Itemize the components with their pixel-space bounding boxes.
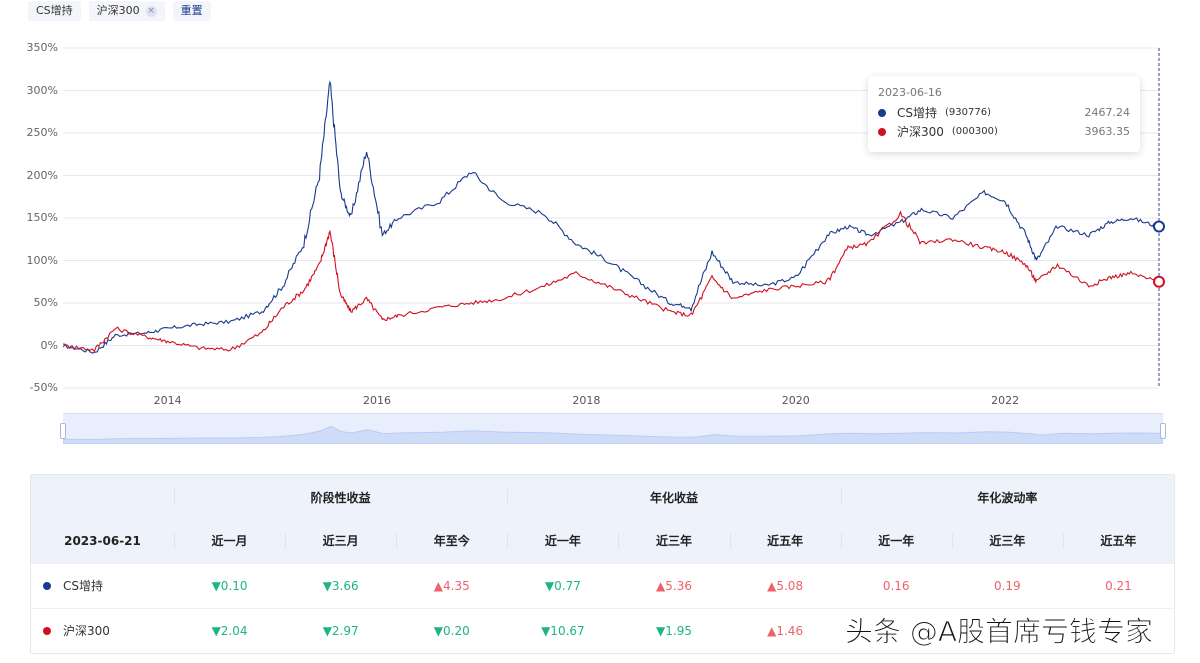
- x-tick-label: 2022: [991, 394, 1020, 407]
- value-cell: [1062, 607, 1174, 653]
- y-tick-label: 100%: [26, 253, 58, 267]
- series-line-0[interactable]: [62, 80, 1159, 354]
- header-date: 2023-06-21: [31, 519, 174, 563]
- value-cell: ▼0.10: [174, 562, 286, 608]
- y-tick-label: -50%: [29, 381, 58, 394]
- row-name: CS增持: [63, 579, 103, 593]
- table-row: 沪深300 ▼2.04 ▼2.97 ▼0.20 ▼10.67 ▼1.95 ▲1.…: [31, 607, 1174, 653]
- value-cell: ▼0.20: [396, 607, 508, 653]
- reset-button[interactable]: 重置: [172, 1, 211, 21]
- x-tick-label: 2018: [572, 394, 601, 407]
- chip-label: CS增持: [36, 4, 73, 17]
- y-tick-label: 50%: [33, 296, 58, 309]
- col-header: 近三年: [951, 519, 1063, 563]
- navigator-preview: [63, 425, 1163, 444]
- close-icon[interactable]: ×: [145, 5, 157, 17]
- series-dot-icon: [43, 581, 51, 590]
- col-header: 年至今: [396, 519, 508, 563]
- group-stage-return: 阶段性收益: [174, 475, 508, 519]
- tooltip-row-hs300: 沪深300 (000300) 3963.35: [878, 122, 1130, 141]
- table-group-header: 阶段性收益 年化收益 年化波动率: [31, 475, 1174, 519]
- x-tick-label: 2020: [781, 394, 810, 407]
- range-navigator[interactable]: [60, 413, 1166, 444]
- hover-marker-icon: [1153, 220, 1165, 233]
- tooltip-series-code: (930776): [945, 107, 991, 118]
- value-cell: ▼3.66: [285, 562, 397, 608]
- y-tick-label: 0%: [40, 338, 58, 352]
- tooltip-series-value: 2467.24: [1084, 106, 1131, 119]
- series-dot-icon: [43, 626, 51, 635]
- watermark: 头条 @A股首席亏钱专家: [844, 615, 1154, 649]
- col-header: 近三年: [618, 519, 730, 563]
- col-header: 近一年: [507, 519, 619, 563]
- series-dot-icon: [878, 108, 886, 117]
- value-cell: 0.16: [840, 562, 952, 608]
- row-name: 沪深300: [63, 624, 110, 639]
- table-column-header: 2023-06-21 近一月 近三月 年至今 近一年 近三年 近五年 近一年 近…: [31, 519, 1174, 563]
- group-annual-return: 年化收益: [507, 475, 841, 519]
- tooltip-series-value: 3963.35: [1084, 125, 1131, 138]
- reset-label: 重置: [180, 4, 203, 17]
- value-cell: [840, 607, 952, 653]
- y-tick-label: 300%: [26, 83, 58, 97]
- line-chart[interactable]: 350% 300% 250% 200% 150% 100% 50% 0% -50% 2014 20…: [0, 30, 1200, 450]
- hover-marker-icon: [1153, 275, 1165, 288]
- header-empty: [31, 475, 174, 519]
- performance-table: 阶段性收益 年化收益 年化波动率 2023-06-21 近一月 近三月 年至今 …: [30, 474, 1175, 654]
- y-tick-label: 150%: [26, 211, 58, 224]
- tooltip-series-name: 沪深300: [897, 125, 944, 139]
- chart-plot-area[interactable]: [0, 30, 1200, 450]
- col-header: 近五年: [729, 519, 841, 563]
- x-tick-label: 2016: [363, 394, 392, 407]
- chart-tooltip: 2023-06-16 CS增持 (930776) 2467.24 沪深300 (…: [868, 76, 1140, 152]
- tooltip-date: 2023-06-16: [878, 86, 942, 99]
- chip-cs-zengchi[interactable]: CS增持: [28, 1, 81, 21]
- navigator-left-handle[interactable]: [60, 423, 66, 439]
- col-header: 近三月: [285, 519, 397, 563]
- tooltip-series-code: (000300): [951, 126, 998, 137]
- value-cell: ▼2.04: [174, 607, 286, 653]
- filter-bar: CS增持 沪深300 × 重置: [28, 1, 211, 21]
- col-header: 近一月: [174, 519, 286, 563]
- series-line-1[interactable]: [62, 210, 1159, 353]
- row-name-cell: 沪深300: [31, 607, 174, 653]
- y-tick-label: 250%: [26, 126, 58, 139]
- value-cell: ▼2.97: [285, 607, 397, 653]
- value-cell: ▼0.77: [507, 562, 619, 608]
- value-cell: ▼1.95: [618, 607, 730, 653]
- y-tick-label: 200%: [26, 168, 58, 182]
- value-cell: ▲5.36: [618, 562, 730, 608]
- value-cell: [951, 607, 1063, 653]
- value-cell: ▲5.08: [729, 562, 841, 608]
- value-cell: ▲1.46: [729, 607, 841, 653]
- tooltip-row-cs: CS增持 (930776) 2467.24: [878, 103, 1130, 122]
- row-name-cell: CS增持: [31, 562, 174, 608]
- col-header: 近五年: [1062, 519, 1174, 563]
- navigator-right-handle[interactable]: [1160, 423, 1166, 439]
- tooltip-series-name: CS增持: [897, 106, 937, 120]
- value-cell: ▼10.67: [507, 607, 619, 653]
- chip-label: 沪深300: [96, 4, 140, 17]
- value-cell: 0.21: [1062, 562, 1174, 608]
- group-annual-volatility: 年化波动率: [840, 475, 1174, 519]
- value-cell: ▲4.35: [396, 562, 508, 608]
- x-tick-label: 2014: [153, 394, 182, 407]
- col-header: 近一年: [840, 519, 952, 563]
- series-dot-icon: [878, 127, 886, 136]
- table-row: CS增持 ▼0.10 ▼3.66 ▲4.35 ▼0.77 ▲5.36 ▲5.08…: [31, 562, 1174, 608]
- chip-hs300[interactable]: 沪深300 ×: [88, 1, 165, 21]
- value-cell: 0.19: [951, 562, 1063, 608]
- y-tick-label: 350%: [26, 41, 58, 54]
